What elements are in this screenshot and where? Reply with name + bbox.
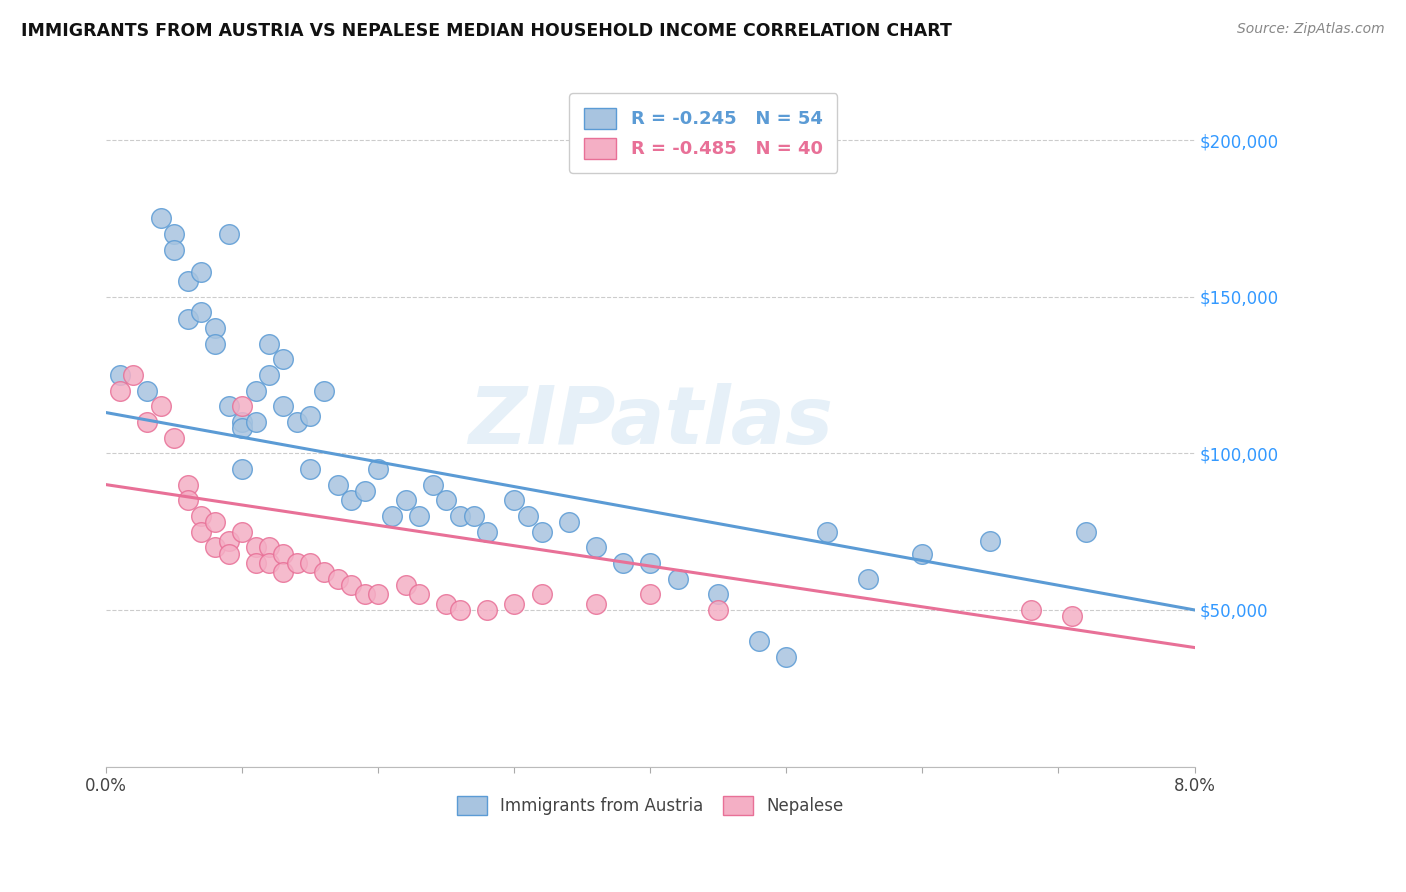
Point	[640, 587, 662, 601]
Point	[218, 534, 240, 549]
Point	[190, 508, 212, 523]
Point	[231, 524, 253, 539]
Point	[136, 415, 159, 429]
Legend: Immigrants from Austria, Nepalese: Immigrants from Austria, Nepalese	[449, 788, 852, 823]
Point	[1062, 609, 1084, 624]
Point	[585, 541, 607, 555]
Point	[558, 515, 581, 529]
Point	[367, 587, 389, 601]
Point	[434, 493, 457, 508]
Point	[190, 524, 212, 539]
Point	[775, 649, 797, 664]
Point	[285, 415, 308, 429]
Point	[218, 547, 240, 561]
Point	[259, 556, 281, 570]
Point	[177, 274, 200, 288]
Point	[190, 305, 212, 319]
Point	[585, 597, 607, 611]
Point	[245, 541, 267, 555]
Point	[503, 597, 526, 611]
Point	[381, 508, 404, 523]
Point	[612, 556, 634, 570]
Point	[815, 524, 838, 539]
Point	[911, 547, 934, 561]
Point	[475, 603, 498, 617]
Text: Source: ZipAtlas.com: Source: ZipAtlas.com	[1237, 22, 1385, 37]
Point	[259, 336, 281, 351]
Point	[449, 508, 471, 523]
Point	[312, 566, 335, 580]
Point	[748, 634, 770, 648]
Point	[434, 597, 457, 611]
Point	[312, 384, 335, 398]
Point	[353, 483, 375, 498]
Point	[340, 493, 363, 508]
Point	[422, 477, 444, 491]
Point	[149, 400, 172, 414]
Point	[340, 578, 363, 592]
Point	[190, 265, 212, 279]
Point	[108, 384, 131, 398]
Point	[204, 321, 226, 335]
Point	[367, 462, 389, 476]
Point	[530, 524, 553, 539]
Point	[463, 508, 485, 523]
Point	[218, 400, 240, 414]
Point	[231, 421, 253, 435]
Point	[177, 311, 200, 326]
Point	[408, 508, 430, 523]
Point	[231, 462, 253, 476]
Point	[979, 534, 1001, 549]
Point	[149, 211, 172, 226]
Point	[299, 409, 322, 423]
Point	[136, 384, 159, 398]
Point	[271, 566, 294, 580]
Point	[177, 493, 200, 508]
Point	[231, 415, 253, 429]
Point	[475, 524, 498, 539]
Point	[122, 368, 145, 382]
Point	[1074, 524, 1097, 539]
Point	[353, 587, 375, 601]
Point	[856, 572, 879, 586]
Point	[326, 477, 349, 491]
Point	[394, 578, 416, 592]
Point	[408, 587, 430, 601]
Point	[666, 572, 689, 586]
Point	[231, 400, 253, 414]
Point	[177, 477, 200, 491]
Point	[204, 515, 226, 529]
Point	[245, 415, 267, 429]
Point	[707, 603, 730, 617]
Point	[449, 603, 471, 617]
Point	[707, 587, 730, 601]
Point	[163, 227, 186, 241]
Point	[285, 556, 308, 570]
Point	[204, 541, 226, 555]
Point	[516, 508, 538, 523]
Point	[108, 368, 131, 382]
Point	[218, 227, 240, 241]
Point	[245, 384, 267, 398]
Point	[271, 400, 294, 414]
Point	[245, 556, 267, 570]
Point	[326, 572, 349, 586]
Point	[259, 541, 281, 555]
Point	[163, 243, 186, 257]
Point	[204, 336, 226, 351]
Text: ZIPatlas: ZIPatlas	[468, 383, 832, 461]
Point	[299, 462, 322, 476]
Point	[163, 431, 186, 445]
Point	[530, 587, 553, 601]
Point	[271, 352, 294, 367]
Point	[259, 368, 281, 382]
Point	[640, 556, 662, 570]
Point	[1019, 603, 1042, 617]
Point	[271, 547, 294, 561]
Point	[394, 493, 416, 508]
Point	[299, 556, 322, 570]
Point	[503, 493, 526, 508]
Text: IMMIGRANTS FROM AUSTRIA VS NEPALESE MEDIAN HOUSEHOLD INCOME CORRELATION CHART: IMMIGRANTS FROM AUSTRIA VS NEPALESE MEDI…	[21, 22, 952, 40]
